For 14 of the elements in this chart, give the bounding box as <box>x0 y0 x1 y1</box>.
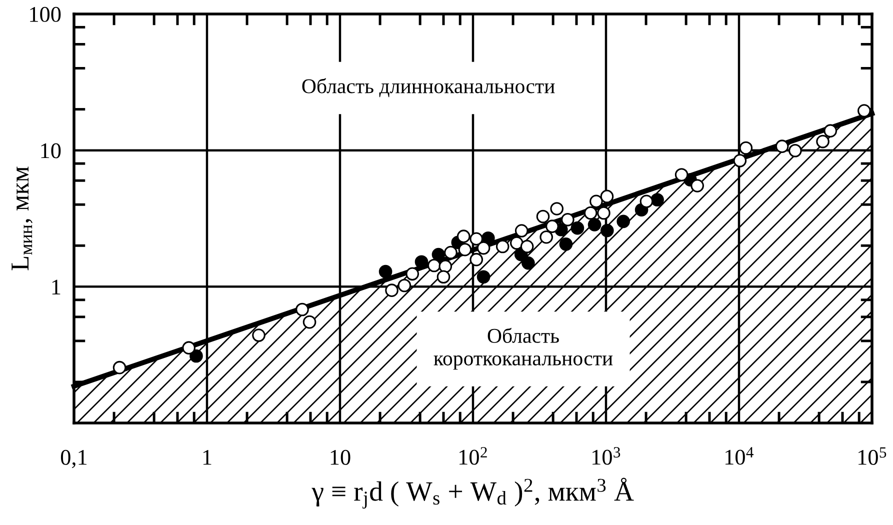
text: γ ≡ r$_{j}$d ( W$_{s}$ + W$_{d}$ )$^{2}$, мкм$^{3}$ Å <box>312 478 634 509</box>
x-tick-label: 10$^{2}$ <box>460 447 487 465</box>
x-tick-label: 0,1 <box>60 450 87 468</box>
x-tick-label: 10$^{5}$ <box>858 447 886 465</box>
y-tick-label: 1 <box>52 280 60 294</box>
x-tick-label: 10$^{4}$ <box>726 447 754 465</box>
x-tick-label: 10 <box>330 450 350 465</box>
y-axis-title: L$_{мин}$, мкм <box>12 166 32 270</box>
y-tick-label: 10 <box>41 143 61 158</box>
annotation: Область длинноканальности <box>302 78 555 98</box>
annotation: Область короткоканальности <box>434 328 613 370</box>
x-tick-label: 10$^{3}$ <box>592 447 620 465</box>
x-tick-label: 1 <box>203 450 212 465</box>
y-tick-label: 100 <box>30 6 61 22</box>
